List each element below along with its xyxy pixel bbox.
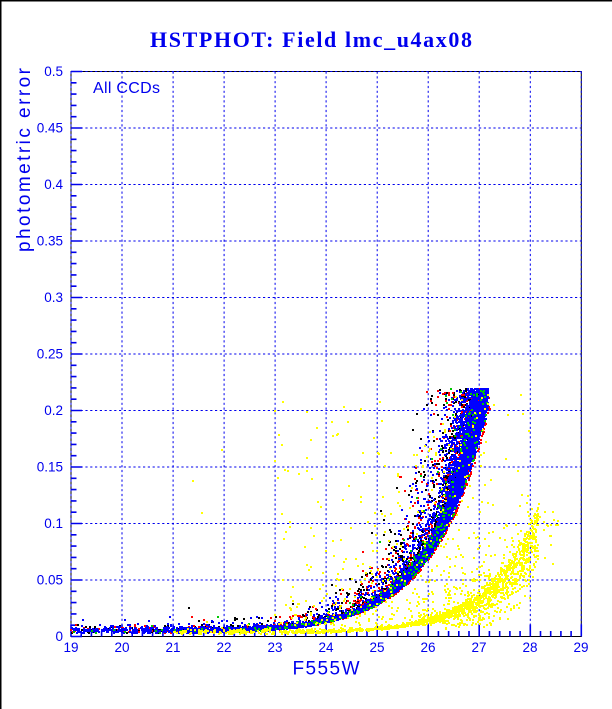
svg-text:19: 19 [63,640,78,655]
svg-text:27: 27 [471,640,486,655]
svg-text:0.35: 0.35 [37,234,63,249]
svg-text:HSTPHOT: Field lmc_u4ax08: HSTPHOT: Field lmc_u4ax08 [150,27,472,52]
svg-text:0.45: 0.45 [37,121,63,136]
svg-text:photometric error: photometric error [14,67,35,252]
svg-text:21: 21 [165,640,180,655]
svg-text:23: 23 [267,640,282,655]
svg-text:F555W: F555W [293,659,360,680]
svg-text:29: 29 [573,640,588,655]
svg-text:0.25: 0.25 [37,347,63,362]
svg-text:22: 22 [216,640,231,655]
svg-text:0.5: 0.5 [44,64,63,79]
svg-text:20: 20 [114,640,129,655]
svg-text:All CCDs: All CCDs [93,80,160,97]
svg-text:24: 24 [318,640,334,655]
svg-text:0.15: 0.15 [37,460,63,475]
svg-text:0.05: 0.05 [37,573,63,588]
svg-text:0.1: 0.1 [44,516,63,531]
svg-text:0.3: 0.3 [44,290,63,305]
svg-text:0.4: 0.4 [44,177,63,192]
svg-text:26: 26 [420,640,435,655]
svg-text:0.2: 0.2 [44,403,63,418]
svg-text:25: 25 [369,640,384,655]
svg-text:28: 28 [522,640,537,655]
svg-text:0: 0 [55,629,63,644]
